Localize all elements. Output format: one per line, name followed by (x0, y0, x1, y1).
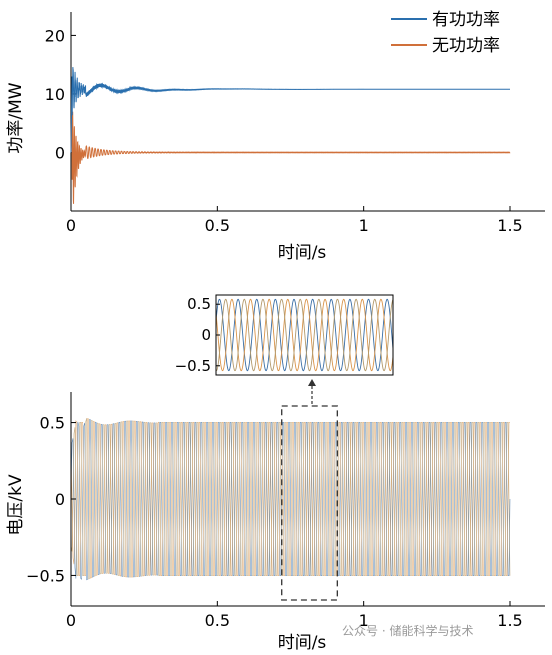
voltage-x-tick-label: 0 (66, 611, 76, 630)
inset-y-tick-label: −0.5 (175, 357, 211, 375)
voltage-x-tick-label: 1 (359, 611, 369, 630)
voltage-y-tick-label: 0.5 (40, 414, 65, 433)
voltage-y-tick-label: 0 (55, 490, 65, 509)
voltage-xlabel: 时间/s (278, 633, 327, 653)
power-x-tick-label: 0.5 (205, 216, 230, 235)
voltage-x-tick-label: 0.5 (205, 611, 230, 630)
power-y-tick-label: 20 (45, 26, 65, 45)
voltage-y-tick-label: −0.5 (26, 566, 65, 585)
watermark-text: 公众号 · 储能科学与技术 (342, 624, 474, 638)
legend-label-reactive: 无功功率 (432, 36, 500, 56)
power-ylabel: 功率/MW (6, 82, 26, 153)
zoom-selection-box (281, 405, 338, 601)
legend-label-active: 有功功率 (432, 10, 500, 30)
voltage-phase-line (70, 418, 511, 580)
reactive-power-line (70, 91, 511, 204)
inset-phase-line (215, 298, 394, 372)
inset-phase-line (215, 298, 394, 372)
power-x-tick-label: 1 (359, 216, 369, 235)
voltage-chart: 0 0.5 1 1.5 0.5 0 −0.5 电压/kV 时间/s (6, 379, 545, 653)
power-xlabel: 时间/s (278, 243, 327, 263)
inset-y-tick-label: 0 (201, 326, 211, 344)
active-power-line (70, 67, 510, 153)
zoom-arrow-head (308, 379, 316, 386)
power-x-tick-label: 1.5 (497, 216, 522, 235)
power-chart: 0 0.5 1 1.5 20 10 0 功率/MW 时间/s 有功功率 无功功率 (6, 10, 545, 263)
power-legend: 有功功率 无功功率 (391, 10, 500, 56)
voltage-ylabel: 电压/kV (6, 474, 26, 536)
zoom-inset: 0.5 0 −0.5 (175, 294, 394, 376)
voltage-phase-line (70, 418, 511, 581)
power-y-tick-label: 10 (45, 85, 65, 104)
voltage-phase-line (70, 418, 510, 579)
power-y-tick-label: 0 (55, 143, 65, 162)
power-x-tick-label: 0 (66, 216, 76, 235)
inset-phase-line (215, 298, 394, 372)
voltage-x-tick-label: 1.5 (497, 611, 522, 630)
inset-y-tick-label: 0.5 (187, 295, 211, 313)
